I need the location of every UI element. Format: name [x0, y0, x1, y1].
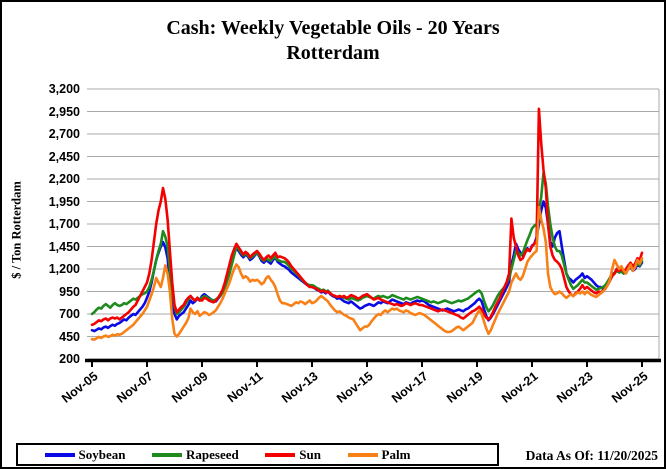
y-tick-label: 950	[59, 284, 80, 299]
y-tick-label: 1,700	[48, 217, 80, 231]
palm-legend-swatch	[347, 452, 378, 457]
y-tick-label: 2,200	[48, 172, 80, 186]
soybean-legend-swatch	[44, 452, 75, 457]
palm-legend-label: Palm	[381, 446, 411, 462]
sun-legend-swatch	[265, 452, 296, 457]
y-tick-label: 2,450	[48, 149, 80, 164]
y-tick-label: 2,700	[48, 127, 80, 141]
legend-item-soybean: Soybean	[44, 446, 126, 463]
y-tick-label: 2,950	[48, 104, 80, 119]
legend-item-sun: Sun	[265, 447, 321, 463]
legend-item-rapeseed: Rapeseed	[152, 447, 239, 463]
series-line-palm	[90, 205, 644, 341]
series-line-rapeseed	[90, 171, 644, 316]
y-tick-label: 700	[59, 307, 80, 321]
y-tick-label: 3,200	[48, 82, 80, 96]
series-line-sun	[90, 107, 644, 327]
y-tick-label: 1,200	[48, 262, 80, 276]
y-tick-label: 1,950	[48, 194, 80, 209]
sun-legend-label: Sun	[299, 446, 321, 462]
legend-item-palm: Palm	[347, 446, 411, 463]
rapeseed-legend-swatch	[152, 452, 183, 457]
chart-title-line1: Cash: Weekly Vegetable Oils - 20 Years	[166, 17, 500, 39]
legend-box: Soybean Rapeseed Sun Palm	[16, 443, 499, 466]
data-as-of-label: Data As Of: 11/20/2025	[525, 448, 658, 463]
soybean-legend-label: Soybean	[78, 446, 126, 462]
rapeseed-legend-label: Rapeseed	[186, 446, 239, 462]
chart-title-line2: Rotterdam	[286, 42, 380, 64]
y-tick-label: 200	[59, 352, 80, 366]
y-tick-label: 450	[59, 329, 80, 344]
y-tick-label: 1,450	[48, 239, 80, 254]
chart-title: Cash: Weekly Vegetable Oils - 20 Years R…	[2, 16, 664, 66]
